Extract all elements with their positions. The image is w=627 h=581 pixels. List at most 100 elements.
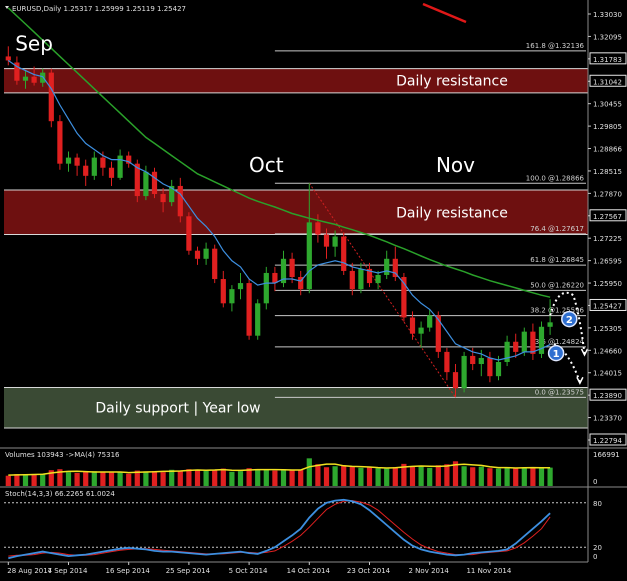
ma-fast-line <box>7 60 551 361</box>
price-tick-label: 1.24015 <box>593 370 622 378</box>
volume-bar <box>435 465 441 486</box>
candle-body <box>143 171 149 197</box>
volume-bar <box>203 470 209 486</box>
volume-bar <box>5 475 11 486</box>
volume-bar <box>160 472 166 486</box>
volume-bar <box>530 467 536 486</box>
volume-bar <box>117 471 123 486</box>
stoch-tick-label: 80 <box>593 500 602 508</box>
candle-body <box>530 331 536 354</box>
candle-body <box>100 157 106 168</box>
candle-body <box>22 76 29 81</box>
stoch-tick-label: 20 <box>593 544 602 552</box>
candle-body <box>83 165 89 176</box>
volume-bar <box>366 467 373 486</box>
volume-bar <box>470 467 476 486</box>
time-tick-label: 7 Sep 2014 <box>48 567 88 575</box>
time-tick-label: 2 Nov 2014 <box>409 567 450 575</box>
candle-body <box>538 326 545 354</box>
candle-body <box>392 258 398 278</box>
candle-body <box>134 163 140 197</box>
price-tick-label: 1.27225 <box>593 235 622 243</box>
candle-body <box>513 341 519 352</box>
volume-bar <box>384 468 390 486</box>
price-tick-label: 1.30455 <box>593 101 622 109</box>
stoch-header: Stoch(14,3,3) 66.2265 61.0024 <box>5 490 115 498</box>
volume-bar <box>263 469 269 486</box>
candle-body <box>194 250 201 259</box>
trend-line-fragment <box>422 2 467 24</box>
volume-bar <box>306 458 312 486</box>
volume-bar <box>409 466 416 486</box>
arrow-head <box>576 376 584 385</box>
volume-bar <box>461 466 467 486</box>
volume-bar <box>74 472 80 486</box>
volume-bar <box>151 470 158 486</box>
volume-bar <box>57 469 63 486</box>
volume-bar <box>341 465 347 486</box>
fib-level-label: 23.6 @1.24824 <box>530 338 584 346</box>
price-tick-label: 1.29805 <box>593 123 622 131</box>
candle-body <box>384 258 390 275</box>
candle-body <box>48 72 54 122</box>
volume-bar <box>504 467 510 486</box>
candle-body <box>74 157 80 166</box>
arrow-head <box>580 348 589 357</box>
candle-body <box>229 289 235 304</box>
candle-body <box>203 248 209 259</box>
volume-bar <box>289 470 295 486</box>
volume-bar <box>255 469 261 486</box>
volume-bar <box>186 469 192 486</box>
candle-body <box>298 277 304 290</box>
fib-anchor-line <box>308 182 456 398</box>
candle-body <box>418 327 424 334</box>
volume-bar <box>358 467 364 486</box>
price-tag-box <box>589 74 627 87</box>
marker-circle <box>561 310 578 328</box>
price-tick-label: 1.27567 <box>593 213 622 221</box>
volume-bar <box>495 468 502 486</box>
volume-bar <box>220 468 226 486</box>
candle-body <box>349 270 355 290</box>
projection-path-2 <box>549 291 586 355</box>
candle-body <box>31 76 37 83</box>
price-tick-label: 1.25950 <box>593 280 622 288</box>
volume-header: Volumes 103943 ->MA(4) 75316 <box>5 451 120 459</box>
candle-body <box>358 268 364 290</box>
zone-support-2 <box>4 387 588 428</box>
candle-body <box>263 272 269 304</box>
price-tick-label: 1.32095 <box>593 33 622 41</box>
price-tick-label: 1.25305 <box>593 325 622 333</box>
price-tick-label: 1.23370 <box>593 415 622 423</box>
volume-bar <box>48 470 54 486</box>
volume-bar <box>83 471 89 486</box>
price-tick-label: 1.31783 <box>593 56 622 64</box>
candle-body <box>315 222 321 235</box>
candle-body <box>341 236 347 271</box>
volume-bar <box>427 467 433 486</box>
candle-body <box>151 171 158 195</box>
volume-bar <box>31 474 37 486</box>
volume-bar <box>272 470 278 486</box>
candle-body <box>504 341 510 363</box>
candle-body <box>246 283 252 336</box>
time-tick-label: 11 Nov 2014 <box>466 567 511 575</box>
candle-body <box>547 322 553 327</box>
volume-bar <box>126 473 132 486</box>
month-label: Oct <box>249 153 284 177</box>
volume-bar <box>478 466 484 486</box>
zone-resistance-1 <box>4 189 588 235</box>
marker-circle <box>547 344 565 362</box>
volume-bar <box>40 473 46 486</box>
volume-bar <box>169 469 175 486</box>
candle-body <box>272 272 278 284</box>
candle-body <box>212 248 218 280</box>
stoch-tick-label: 0 <box>593 553 597 561</box>
volume-bar <box>547 467 553 486</box>
volume-bar <box>487 468 493 486</box>
candle-body <box>160 194 166 203</box>
candle-body <box>108 167 115 178</box>
volume-bar <box>444 464 450 486</box>
volume-bar <box>14 474 20 486</box>
